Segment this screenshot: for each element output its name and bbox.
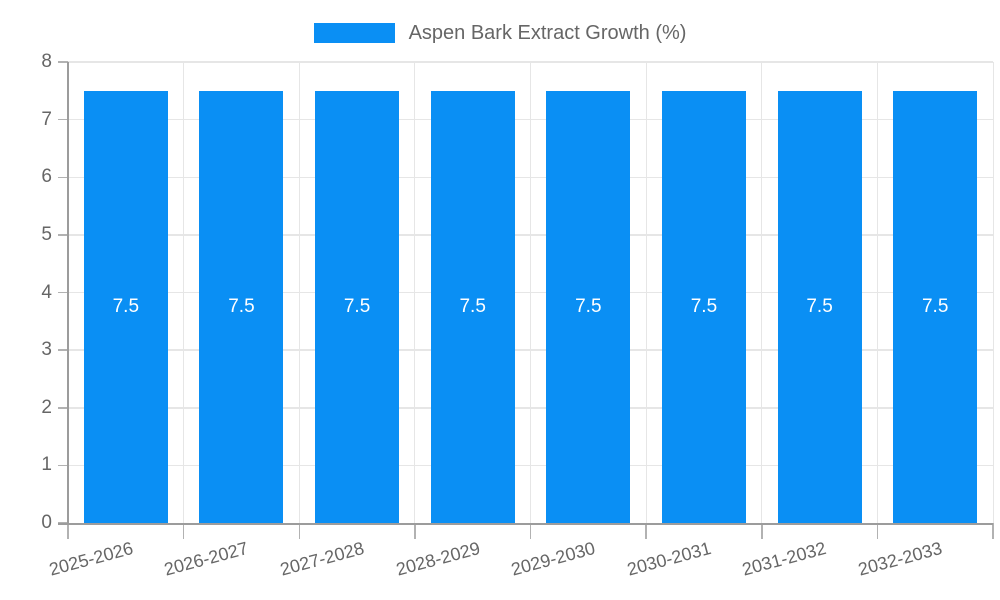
x-gridline xyxy=(761,62,763,523)
bar-value-label: 7.5 xyxy=(343,295,371,317)
x-gridline xyxy=(876,62,878,523)
y-axis-tick xyxy=(58,349,68,351)
x-tick-label: 2028-2029 xyxy=(393,538,482,580)
y-axis-tick xyxy=(58,118,68,121)
bar-2031-2032[interactable]: 7.5 xyxy=(777,90,862,523)
bar-value-label: 7.5 xyxy=(112,295,140,317)
x-tick-label: 2026-2027 xyxy=(162,538,251,580)
bar-2030-2031[interactable]: 7.5 xyxy=(661,90,746,523)
x-axis-tick xyxy=(298,523,300,539)
y-axis-tick xyxy=(58,61,68,63)
x-gridline xyxy=(414,62,416,523)
y-axis-tick xyxy=(58,234,68,236)
y-axis-tick xyxy=(58,407,68,409)
x-gridline xyxy=(645,62,647,523)
bar-2029-2030[interactable]: 7.5 xyxy=(546,90,631,523)
chart-legend[interactable]: Aspen Bark Extract Growth (%) xyxy=(0,22,1000,44)
y-tick-label: 8 xyxy=(41,51,52,72)
x-tick-label: 2027-2028 xyxy=(277,538,367,580)
x-axis-tick xyxy=(414,523,416,539)
y-tick-label: 1 xyxy=(41,454,52,476)
x-axis-line xyxy=(58,523,993,525)
y-tick-label: 4 xyxy=(41,281,52,303)
x-gridline xyxy=(530,62,531,523)
bar-value-label: 7.5 xyxy=(459,295,486,317)
x-tick-label: 2025-2026 xyxy=(46,538,135,580)
bar-2027-2028[interactable]: 7.5 xyxy=(315,90,400,523)
x-axis-tick xyxy=(182,523,185,539)
bar-2032-2033[interactable]: 7.5 xyxy=(893,90,978,523)
x-tick-label: 2031-2032 xyxy=(740,538,829,580)
x-axis-tick xyxy=(645,523,647,539)
x-tick-label: 2030-2031 xyxy=(624,538,714,580)
x-axis-tick xyxy=(67,523,69,539)
legend-swatch xyxy=(313,23,395,43)
y-axis-tick xyxy=(58,291,68,294)
x-gridline xyxy=(183,62,185,523)
bar-value-label: 7.5 xyxy=(228,295,255,317)
x-tick-label: 2029-2030 xyxy=(509,538,598,580)
y-tick-label: 6 xyxy=(41,166,52,188)
x-axis-tick xyxy=(992,523,994,539)
y-axis-line xyxy=(67,62,69,525)
y-tick-label: 0 xyxy=(41,512,52,533)
x-axis-tick xyxy=(529,523,532,539)
bar-2025-2026[interactable]: 7.5 xyxy=(83,90,168,523)
x-tick-label: 2032-2033 xyxy=(856,538,945,580)
bar-value-label: 7.5 xyxy=(690,295,718,317)
bar-value-label: 7.5 xyxy=(575,295,602,317)
bar-value-label: 7.5 xyxy=(806,295,833,317)
x-gridline xyxy=(992,62,994,523)
y-tick-label: 5 xyxy=(41,223,52,245)
bar-value-label: 7.5 xyxy=(921,295,949,317)
x-axis-tick xyxy=(876,523,879,539)
y-axis-tick xyxy=(58,464,68,467)
bar-2026-2027[interactable]: 7.5 xyxy=(199,90,284,523)
bar-2028-2029[interactable]: 7.5 xyxy=(430,90,515,523)
x-gridline xyxy=(298,62,300,523)
y-tick-label: 7 xyxy=(41,108,52,130)
y-tick-label: 2 xyxy=(41,396,52,418)
x-axis-tick xyxy=(761,523,763,539)
y-tick-label: 3 xyxy=(41,339,52,361)
y-axis-tick xyxy=(58,176,68,178)
legend-label: Aspen Bark Extract Growth (%) xyxy=(408,22,687,44)
